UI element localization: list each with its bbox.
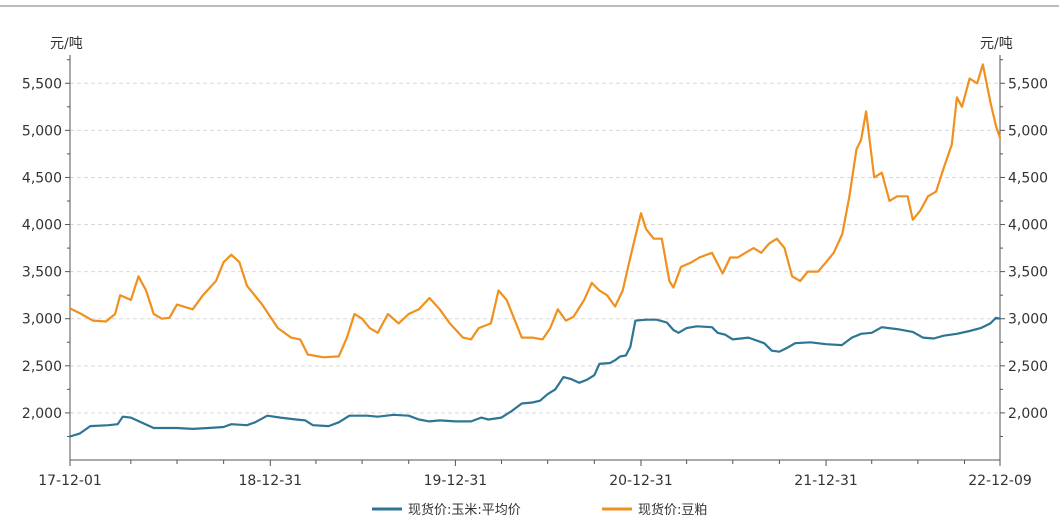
legend-label: 现货价:玉米:平均价 <box>408 502 521 518</box>
y-tick-label-right: 5,500 <box>1008 76 1048 92</box>
y-tick-label-left: 4,000 <box>22 218 62 234</box>
y-tick-label-right: 5,000 <box>1008 123 1048 139</box>
legend-label: 现货价:豆粕 <box>638 502 707 518</box>
x-tick-label: 18-12-31 <box>239 473 303 489</box>
series-lines <box>68 63 1002 438</box>
y-tick-label-left: 3,500 <box>22 265 62 281</box>
x-tick-label: 21-12-31 <box>794 473 858 489</box>
y-tick-label-right: 3,000 <box>1008 312 1048 328</box>
series-line-soymeal <box>68 63 1002 359</box>
grid-lines <box>70 82 1000 414</box>
y-tick-label-right: 2,500 <box>1008 359 1048 375</box>
y-tick-label-left: 5,500 <box>22 76 62 92</box>
y-tick-label-left: 5,000 <box>22 123 62 139</box>
y-tick-label-right: 4,000 <box>1008 218 1048 234</box>
y-tick-label-left: 4,500 <box>22 170 62 186</box>
right-unit-label: 元/吨 <box>980 36 1013 52</box>
y-tick-label-left: 2,500 <box>22 359 62 375</box>
legend: 现货价:玉米:平均价 现货价:豆粕 <box>372 502 707 518</box>
x-tick-label: 22-12-09 <box>968 473 1032 489</box>
left-unit-label: 元/吨 <box>50 36 83 52</box>
y-tick-label-left: 3,000 <box>22 312 62 328</box>
series-line-corn <box>68 316 1002 438</box>
x-tick-label: 20-12-31 <box>609 473 673 489</box>
x-tick-label: 17-12-01 <box>38 473 102 489</box>
y-tick-label-right: 4,500 <box>1008 170 1048 186</box>
y-tick-label-left: 2,000 <box>22 406 62 422</box>
y-tick-label-right: 3,500 <box>1008 265 1048 281</box>
axes: 2,000 2,000 2,500 2,500 3,000 3,000 3,500 3,500… <box>22 55 1048 489</box>
y-tick-label-right: 2,000 <box>1008 406 1048 422</box>
x-tick-label: 19-12-31 <box>424 473 488 489</box>
